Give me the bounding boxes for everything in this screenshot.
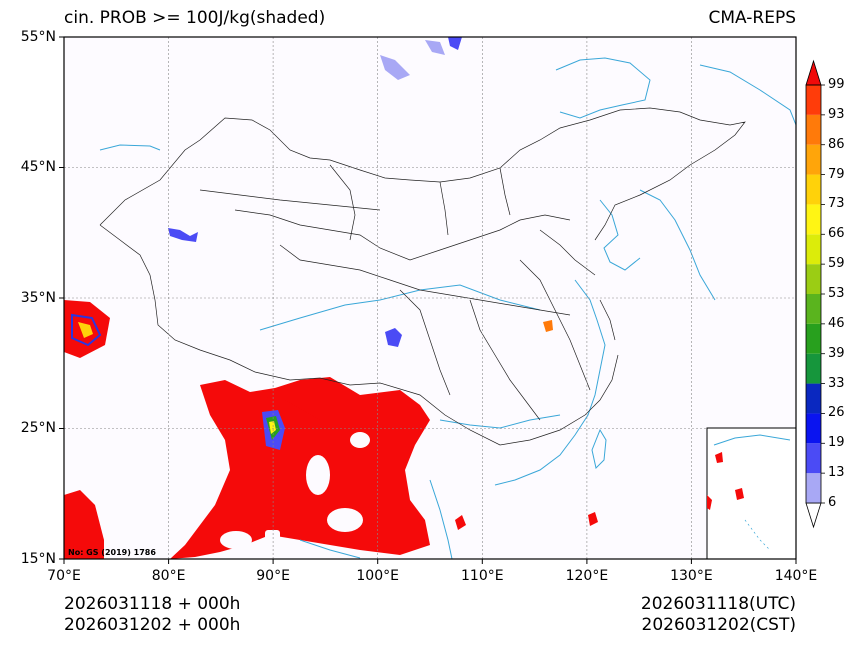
rivers-and-coastlines — [99, 57, 796, 559]
colorbar-swatch — [806, 443, 821, 474]
lon-label-140: 140°E — [774, 568, 818, 584]
colorbar-label: 99 — [828, 77, 845, 92]
lon-label-80: 80°E — [151, 568, 186, 584]
map-title: cin. PROB >= 100J/kg(shaded) — [64, 8, 326, 28]
lon-label-110: 110°E — [461, 568, 504, 584]
lat-label-25: 25°N — [20, 420, 56, 436]
colorbar-label: 6 — [828, 495, 837, 510]
colorbar-label: 93 — [828, 106, 845, 122]
colorbar-swatch — [806, 473, 821, 503]
init-time: 2026031118 + 000h 2026031202 + 000h — [64, 594, 240, 636]
lon-label-90: 90°E — [256, 568, 290, 584]
colorbar-swatch — [806, 204, 821, 235]
review-number: No: GS (2019) 1786 — [68, 548, 156, 557]
model-name: CMA-REPS — [708, 8, 796, 28]
valid-cst: 2026031202(CST) — [641, 615, 796, 635]
valid-time: 2026031118(UTC) 2026031202(CST) — [641, 594, 796, 636]
south-china-sea-inset — [706, 427, 797, 560]
lat-label-55: 55°N — [20, 29, 56, 45]
colorbar-label: 73 — [828, 196, 845, 212]
colorbar-swatch — [806, 234, 821, 265]
colorbar — [805, 59, 825, 529]
colorbar-swatch — [806, 144, 821, 175]
colorbar-label: 46 — [828, 315, 845, 331]
colorbar-label: 79 — [828, 166, 845, 182]
colorbar-label: 26 — [828, 405, 845, 421]
colorbar-swatch — [806, 114, 821, 145]
colorbar-label: 39 — [828, 345, 845, 361]
colorbar-swatch — [806, 174, 821, 205]
lat-label-35: 35°N — [20, 290, 56, 306]
colorbar-min-arrow — [805, 502, 822, 529]
colorbar-label: 59 — [828, 256, 845, 272]
colorbar-swatch — [806, 413, 821, 444]
init-line-1: 2026031118 + 000h — [64, 594, 241, 614]
colorbar-label: 19 — [828, 435, 845, 451]
colorbar-swatch — [806, 294, 821, 324]
colorbar-label: 53 — [828, 286, 845, 301]
probability-shading — [64, 37, 598, 559]
colorbar-swatch — [806, 264, 821, 294]
colorbar-max-arrow — [805, 59, 822, 86]
lat-label-45: 45°N — [20, 159, 56, 175]
colorbar-label: 66 — [828, 226, 845, 242]
colorbar-swatch — [806, 323, 821, 354]
gridlines — [64, 37, 796, 559]
colorbar-label: 13 — [828, 465, 845, 481]
colorbar-swatch — [806, 85, 821, 115]
lat-label-15: 15°N — [20, 551, 56, 567]
colorbar-label: 33 — [828, 375, 845, 391]
axis-ticks — [59, 36, 797, 564]
lon-label-100: 100°E — [356, 568, 399, 584]
province-boundaries — [99, 107, 746, 446]
lon-label-130: 130°E — [670, 568, 713, 584]
colorbar-label: 86 — [828, 136, 845, 152]
valid-utc: 2026031118(UTC) — [640, 594, 796, 614]
lon-label-120: 120°E — [565, 568, 609, 584]
colorbar-swatch — [806, 383, 821, 414]
lon-label-70: 70°E — [47, 568, 81, 584]
colorbar-swatch — [806, 353, 821, 384]
init-line-2: 2026031202 + 000h — [64, 615, 241, 635]
